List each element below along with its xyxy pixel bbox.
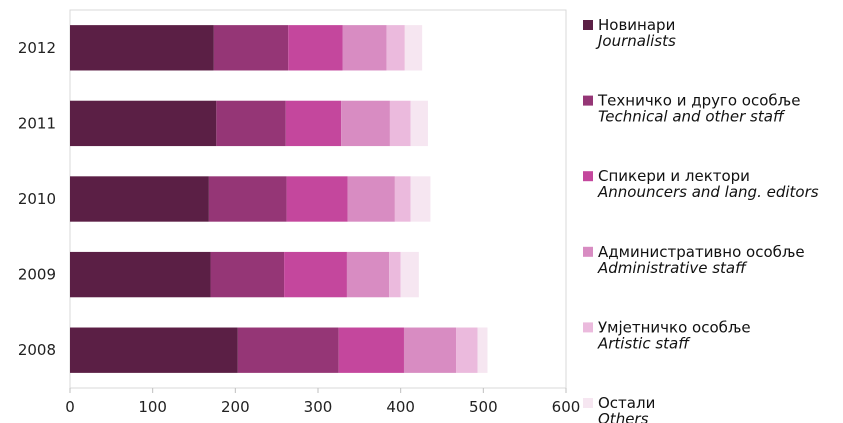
legend-label-3: Административно особље [598,243,805,261]
legend-label-en-4: Artistic staff [597,334,691,352]
x-axis: 0 100 200 300 400 500 600 [65,388,580,416]
bar-2012-series-5 [404,25,423,71]
legend-label-5: Остали [598,394,655,412]
category-label-2008: 2008 [18,341,56,359]
x-tick-label-2: 200 [221,398,250,416]
category-label-2012: 2012 [18,39,56,57]
category-label-2011: 2011 [18,114,56,132]
legend-label-en-3: Administrative staff [597,259,748,277]
x-tick-label-1: 100 [138,398,167,416]
bar-2010-series-2 [286,176,348,222]
bar-2009-series-5 [400,251,419,298]
legend-label-1: Техничко и друго особље [597,92,800,110]
bar-2010-series-3 [347,176,395,222]
bar-2011-series-0 [70,100,217,147]
legend-label-en-2: Announcers and lang. editors [597,183,819,201]
bar-2011-series-2 [285,100,342,147]
bar-2010-series-1 [208,176,287,222]
x-tick-label-3: 300 [304,398,333,416]
bar-2008-series-2 [338,327,404,373]
bar-2008-series-5 [477,327,488,373]
bar-2011-series-4 [389,100,411,147]
legend-swatch-1 [583,95,593,106]
bar-2009-series-4 [389,251,401,298]
x-tick-label-6: 600 [552,398,581,416]
legend-label-4: Умјетничко особље [598,318,751,336]
legend-label-0: Новинари [598,16,675,34]
legend-label-en-1: Technical and other staff [598,108,786,126]
legend-label-2: Спикери и лектори [598,167,750,185]
bar-2011-series-3 [341,100,390,147]
bar-2009-series-2 [284,251,347,298]
legend-swatch-4 [583,322,593,333]
bar-2009-series-3 [346,251,390,298]
x-tick-label-4: 400 [386,398,415,416]
bars-layer [70,25,488,373]
legend-swatch-0 [583,20,593,30]
bar-2011-series-5 [410,100,428,147]
bar-2012-series-1 [213,25,289,71]
bar-2012-series-0 [70,25,214,71]
bar-2010-series-4 [394,176,411,222]
legend-label-en-0: Journalists [595,32,676,50]
x-tick-label-0: 0 [65,398,75,416]
category-label-2010: 2010 [18,190,56,208]
legend-label-en-5: Others [598,410,649,423]
legend-swatch-5 [583,398,593,408]
bar-2012-series-4 [386,25,405,71]
x-tick-label-5: 500 [469,398,498,416]
bar-2008-series-4 [456,327,478,373]
legend-swatch-3 [583,246,593,257]
legend-swatch-2 [583,171,593,182]
bar-2012-series-2 [288,25,343,71]
bar-2008-series-3 [403,327,457,373]
bar-2010-series-0 [70,176,209,222]
bar-2011-series-1 [216,100,286,147]
bar-2012-series-3 [342,25,387,71]
bar-2009-series-0 [70,251,211,298]
bar-2009-series-1 [210,251,285,298]
bar-2008-series-0 [70,327,238,373]
bar-2008-series-1 [237,327,339,373]
bar-2010-series-5 [410,176,431,222]
y-axis: 2012 2011 2010 2009 2008 [18,39,56,359]
category-label-2009: 2009 [18,266,56,284]
